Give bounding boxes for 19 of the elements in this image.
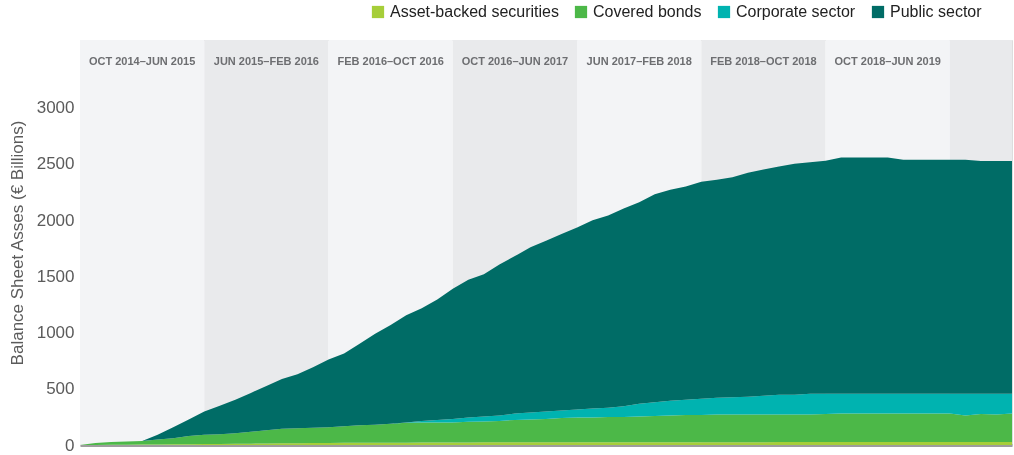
- annotation: JUN 2017–FEB 2018: [586, 55, 692, 67]
- annotation: OCT 2018–JUN 2019: [834, 55, 941, 67]
- annotation: OCT 2016–JUN 2017: [461, 55, 569, 67]
- legend-label: Asset-backed securities: [390, 3, 559, 20]
- annotation: FEB 2016–OCT 2016: [337, 55, 444, 67]
- annotation: FEB 2018–OCT 2018: [710, 55, 817, 67]
- y-tick-label: 0: [65, 435, 75, 455]
- y-axis-title: Balance Sheet Asses (€ Billions): [7, 120, 27, 366]
- y-tick-label: 3000: [36, 98, 75, 117]
- annotation: OCT 2014–JUN 2015: [88, 55, 196, 67]
- annotation: JUN 2015–FEB 2016: [213, 55, 319, 67]
- y-tick-label: 1000: [36, 323, 75, 342]
- legend-label: Covered bonds: [593, 3, 702, 20]
- y-tick-label: 2500: [36, 154, 75, 174]
- legend-label: Public sector: [890, 3, 983, 20]
- legend-label: Corporate sector: [736, 3, 856, 20]
- y-tick-label: 500: [46, 379, 75, 399]
- y-tick-label: 1500: [36, 266, 75, 286]
- y-tick-label: 2000: [36, 210, 75, 230]
